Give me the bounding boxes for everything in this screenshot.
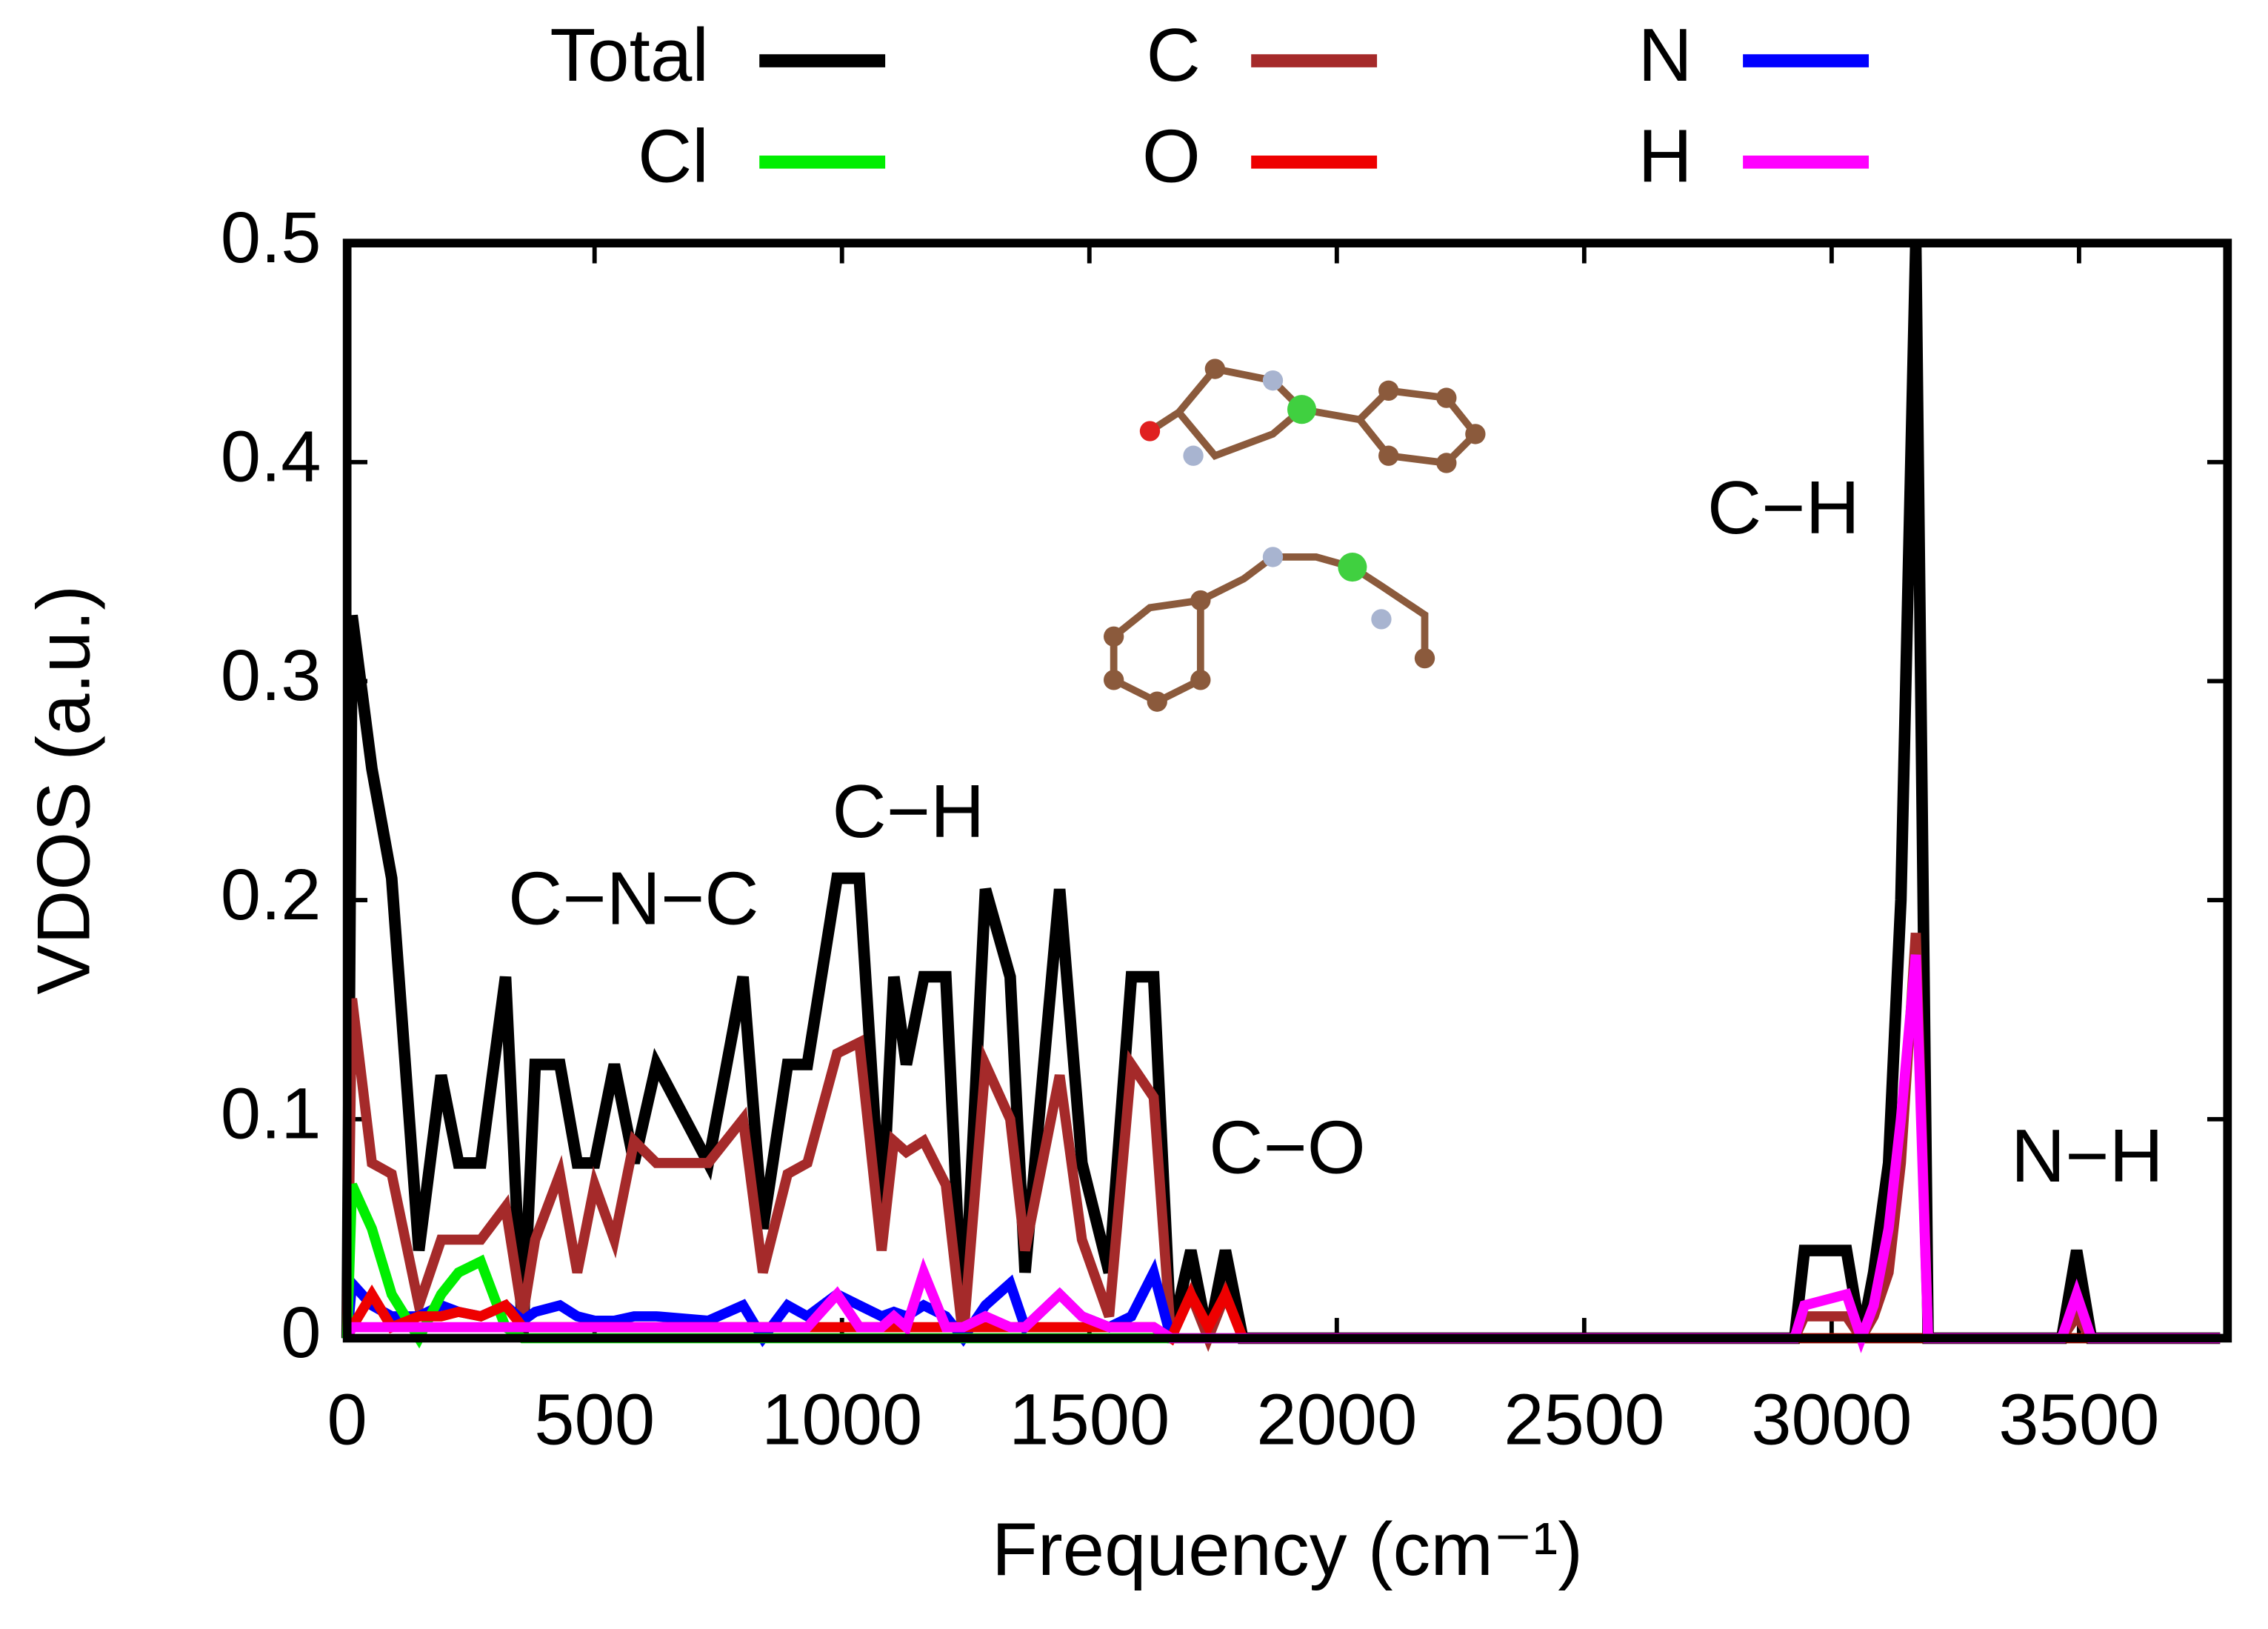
x-tick-label: 0 xyxy=(327,1379,367,1459)
annotation: C−H xyxy=(1707,465,1860,550)
y-tick-label: 0.3 xyxy=(221,635,321,716)
legend-label: O xyxy=(1142,114,1201,199)
annotation: C−N−C xyxy=(508,856,759,940)
annotation: C−H xyxy=(832,769,984,853)
plot-frame xyxy=(342,239,2232,1343)
series-line xyxy=(342,954,2221,1353)
molecule-illustration xyxy=(1103,359,1486,712)
legend-label: Total xyxy=(550,13,708,97)
y-tick-label: 0.1 xyxy=(221,1073,321,1154)
x-tick-label: 500 xyxy=(534,1379,655,1459)
x-tick-label: 1500 xyxy=(1009,1379,1170,1459)
legend-label: H xyxy=(1638,114,1692,199)
legend-label: C xyxy=(1147,13,1201,97)
x-tick-label: 2000 xyxy=(1256,1379,1417,1459)
x-tick-label: 3000 xyxy=(1751,1379,1912,1459)
x-tick-label: 3500 xyxy=(1998,1379,2159,1459)
y-axis-label: VDOS (a.u.) xyxy=(21,585,106,995)
y-tick-label: 0 xyxy=(281,1292,321,1373)
x-axis-label: Frequency (cm⁻¹) xyxy=(992,1507,1583,1591)
annotation: C−O xyxy=(1209,1105,1366,1189)
y-tick-label: 0.5 xyxy=(221,197,321,278)
y-tick-label: 0.4 xyxy=(221,416,321,497)
x-tick-label: 1000 xyxy=(761,1379,922,1459)
legend-label: Cl xyxy=(638,114,709,199)
y-tick-label: 0.2 xyxy=(221,854,321,935)
legend-label: N xyxy=(1638,13,1692,97)
x-tick-label: 2500 xyxy=(1504,1379,1664,1459)
annotation: N−H xyxy=(2011,1113,2164,1198)
